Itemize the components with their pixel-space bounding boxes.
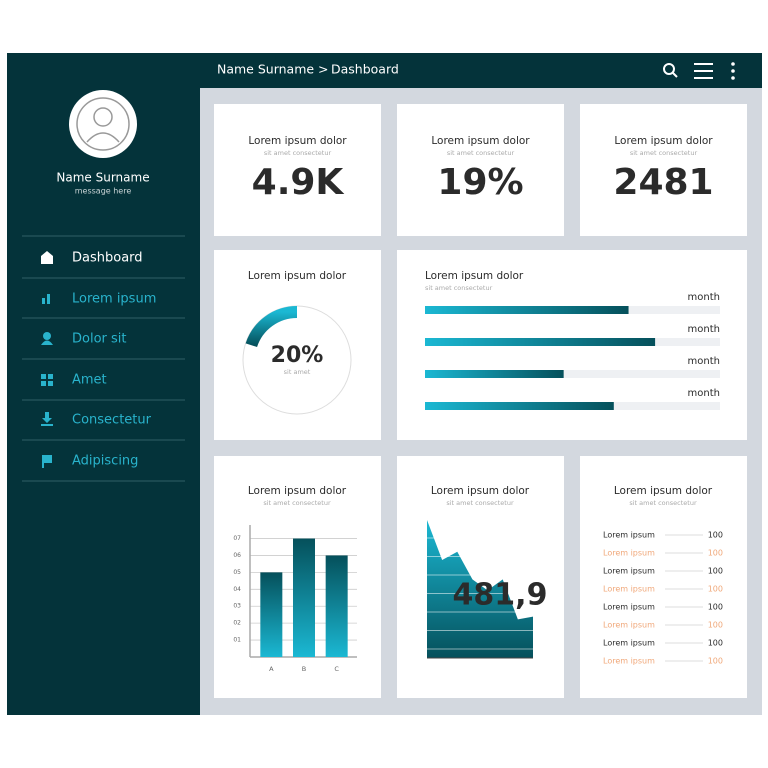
list-value: 100 bbox=[708, 639, 723, 648]
card-title: Lorem ipsum dolor bbox=[614, 485, 713, 497]
card-title: Lorem ipsum dolor bbox=[248, 135, 347, 147]
y-tick-label: 05 bbox=[233, 569, 241, 576]
user-message: message here bbox=[75, 187, 132, 196]
card-subtitle: sit amet consectetur bbox=[447, 149, 515, 157]
breadcrumb[interactable]: Name Surname > bbox=[217, 62, 329, 77]
x-tick-label: A bbox=[269, 665, 274, 673]
y-tick-label: 04 bbox=[233, 586, 241, 593]
area-value: 481,9 bbox=[453, 578, 548, 613]
page-title: Dashboard bbox=[331, 62, 399, 77]
avatar bbox=[69, 90, 137, 158]
progress-label: month bbox=[688, 356, 720, 367]
list-value: 100 bbox=[708, 621, 723, 630]
list-value: 100 bbox=[708, 531, 723, 540]
y-tick-label: 01 bbox=[233, 637, 241, 644]
card-subtitle: sit amet consectetur bbox=[629, 499, 697, 507]
card-subtitle: sit amet consectetur bbox=[264, 149, 332, 157]
list-label: Lorem ipsum bbox=[603, 657, 655, 666]
bar bbox=[260, 572, 283, 657]
card-subtitle: sit amet consectetur bbox=[630, 149, 698, 157]
list-label: Lorem ipsum bbox=[603, 549, 655, 558]
card-subtitle: sit amet consectetur bbox=[263, 499, 331, 507]
user-name: Name Surname bbox=[56, 171, 149, 185]
x-tick-label: B bbox=[302, 665, 306, 673]
card-title: Lorem ipsum dolor bbox=[431, 485, 530, 497]
nav-item[interactable]: Lorem ipsum bbox=[72, 292, 156, 307]
card-title: Lorem ipsum dolor bbox=[248, 270, 347, 282]
list-label: Lorem ipsum bbox=[603, 621, 655, 630]
list-label: Lorem ipsum bbox=[603, 585, 655, 594]
list-value: 100 bbox=[708, 549, 723, 558]
progress-track bbox=[425, 370, 720, 378]
progress-label: month bbox=[688, 292, 720, 303]
x-tick-label: C bbox=[334, 665, 339, 673]
card-title: Lorem ipsum dolor bbox=[614, 135, 713, 147]
nav-item[interactable]: Dashboard bbox=[72, 251, 143, 266]
donut-label: 20% bbox=[271, 343, 324, 368]
progress-label: month bbox=[688, 388, 720, 399]
list-value: 100 bbox=[708, 567, 723, 576]
nav-item[interactable]: Consectetur bbox=[72, 413, 152, 428]
nav-icons bbox=[41, 251, 53, 468]
card-title: Lorem ipsum dolor bbox=[425, 270, 524, 282]
donut-arc bbox=[245, 306, 298, 348]
progress-bar bbox=[425, 338, 656, 346]
nav-item[interactable]: Amet bbox=[72, 373, 107, 388]
card-title: Lorem ipsum dolor bbox=[248, 485, 347, 497]
y-tick-label: 02 bbox=[233, 620, 241, 627]
list-value: 100 bbox=[708, 657, 723, 666]
y-tick-label: 07 bbox=[233, 535, 241, 542]
list-label: Lorem ipsum bbox=[603, 603, 655, 612]
card bbox=[580, 104, 747, 236]
y-tick-label: 06 bbox=[233, 552, 241, 559]
card-subtitle: sit amet consectetur bbox=[425, 284, 493, 292]
bar bbox=[325, 555, 348, 657]
nav-item[interactable]: Dolor sit bbox=[72, 332, 127, 347]
list-value: 100 bbox=[708, 603, 723, 612]
donut-caption: sit amet bbox=[284, 368, 311, 376]
area bbox=[427, 520, 533, 658]
card bbox=[397, 104, 564, 236]
bar bbox=[293, 538, 315, 657]
list-label: Lorem ipsum bbox=[603, 639, 655, 648]
card bbox=[214, 250, 381, 440]
card-title: Lorem ipsum dolor bbox=[431, 135, 530, 147]
menu-icon[interactable] bbox=[694, 63, 713, 79]
progress-label: month bbox=[688, 324, 720, 335]
kpi-value: 19% bbox=[437, 162, 523, 203]
kpi-value: 2481 bbox=[613, 162, 713, 203]
list-value: 100 bbox=[708, 585, 723, 594]
sidebar bbox=[7, 53, 200, 715]
y-tick-label: 03 bbox=[233, 603, 241, 610]
list-label: Lorem ipsum bbox=[603, 531, 655, 540]
progress-bar bbox=[425, 306, 629, 314]
progress-bar bbox=[425, 402, 614, 410]
progress-bar bbox=[425, 370, 564, 378]
more-icon[interactable] bbox=[731, 62, 735, 80]
kpi-value: 4.9K bbox=[252, 162, 345, 203]
card bbox=[214, 104, 381, 236]
list-label: Lorem ipsum bbox=[603, 567, 655, 576]
card-subtitle: sit amet consectetur bbox=[446, 499, 514, 507]
search-icon[interactable] bbox=[663, 63, 678, 78]
card bbox=[580, 456, 747, 698]
header bbox=[200, 53, 762, 88]
nav-item[interactable]: Adipiscing bbox=[72, 454, 138, 469]
